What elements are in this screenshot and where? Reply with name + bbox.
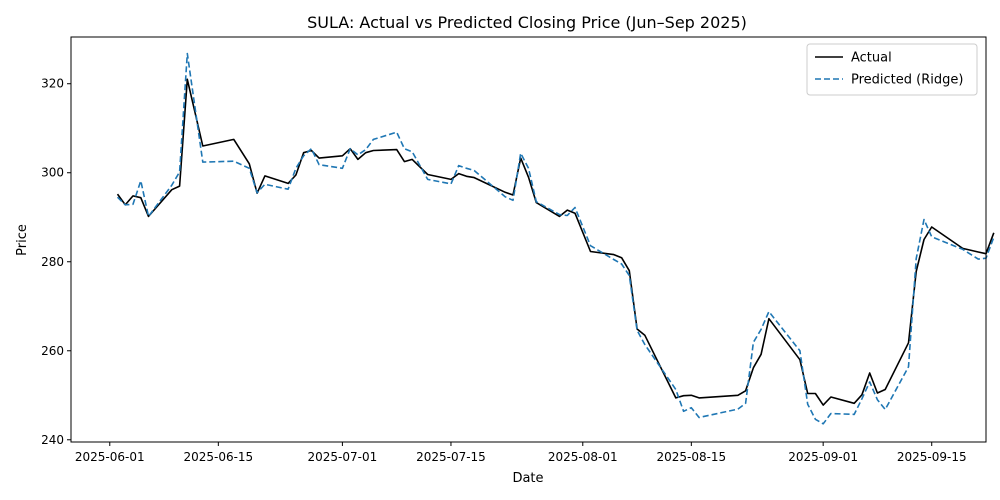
series-line-predicted bbox=[116, 52, 995, 425]
legend-label: Predicted (Ridge) bbox=[851, 73, 963, 88]
x-tick-label: 2025-09-15 bbox=[897, 450, 967, 464]
x-tick-label: 2025-06-01 bbox=[75, 450, 145, 464]
chart-title: SULA: Actual vs Predicted Closing Price … bbox=[307, 13, 747, 32]
x-tick-label: 2025-08-01 bbox=[548, 450, 618, 464]
x-tick-label: 2025-06-15 bbox=[183, 450, 253, 464]
x-tick-label: 2025-07-01 bbox=[308, 450, 378, 464]
y-tick-label: 240 bbox=[41, 433, 64, 447]
x-axis: 2025-06-01 2025-06-15 2025-07-01 2025-07-15… bbox=[75, 442, 967, 464]
y-tick-label: 300 bbox=[41, 166, 64, 180]
x-tick-label: 2025-08-15 bbox=[656, 450, 726, 464]
y-axis-label: Price bbox=[15, 224, 30, 256]
legend: Actual Predicted (Ridge) bbox=[806, 43, 978, 96]
legend-box bbox=[806, 43, 978, 96]
x-axis-label: Date bbox=[512, 471, 543, 486]
x-tick-label: 2025-07-15 bbox=[416, 450, 486, 464]
plot-area bbox=[116, 52, 995, 425]
y-tick-label: 280 bbox=[41, 255, 64, 269]
y-tick-label: 260 bbox=[41, 344, 64, 358]
y-axis: 240 260 280 300 320 bbox=[41, 77, 71, 447]
series-line-actual bbox=[116, 78, 995, 406]
plot-frame bbox=[70, 36, 987, 443]
legend-label: Actual bbox=[851, 51, 892, 66]
y-tick-label: 320 bbox=[41, 77, 64, 91]
x-tick-label: 2025-09-01 bbox=[788, 450, 858, 464]
